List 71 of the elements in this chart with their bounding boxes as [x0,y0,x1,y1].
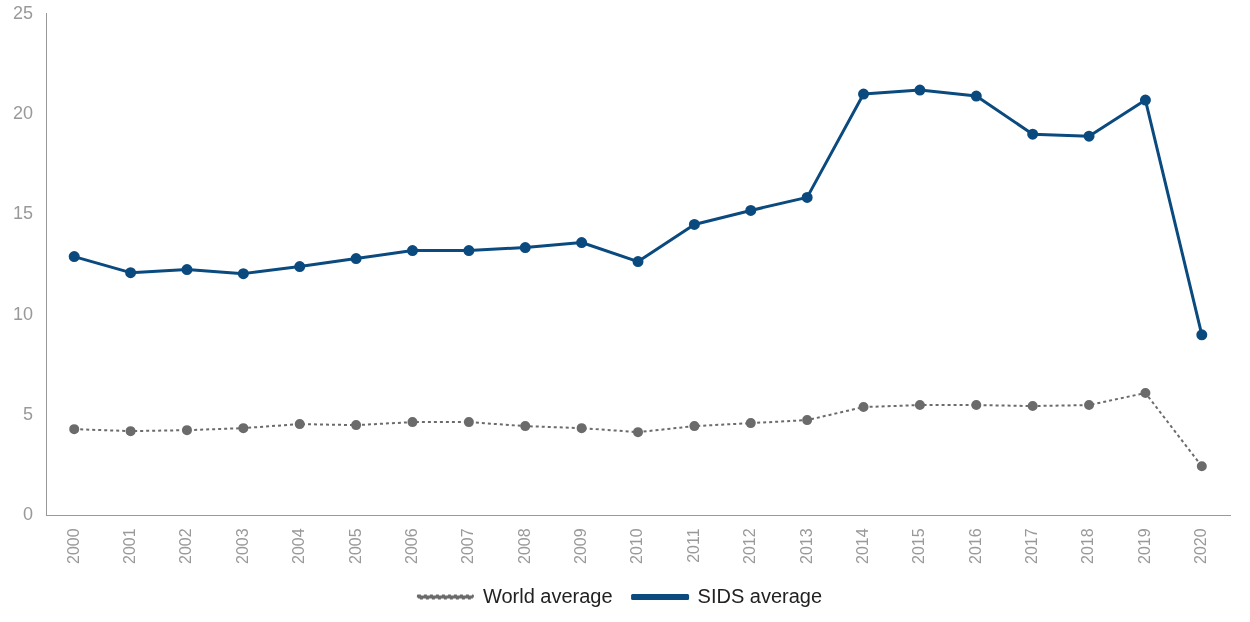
x-tick-label: 2005 [346,528,364,564]
point [801,191,813,203]
point [125,267,137,279]
x-tick-label: 2008 [515,528,533,564]
y-tick-label: 5 [23,404,34,425]
point [350,253,362,265]
point [238,423,249,434]
point [520,421,531,432]
point [914,84,926,96]
point [632,256,644,268]
x-tick-label: 2010 [628,528,646,564]
point [914,400,925,411]
point [237,268,249,280]
point [745,418,756,429]
x-tick-label: 2001 [121,528,138,564]
point [1083,130,1095,142]
legend-label: SIDS average [697,584,823,607]
point [970,90,982,102]
point [1196,329,1208,341]
y-tick-label: 20 [12,103,34,124]
point [463,417,474,428]
x-tick-label: 2007 [459,528,477,564]
x-tick-label: 2016 [966,528,984,564]
y-tick-label: 0 [23,504,34,525]
point [1084,400,1095,411]
point [858,402,869,413]
point [181,425,192,436]
x-tick-label: 2019 [1135,528,1153,564]
point [971,400,982,411]
x-tick-label: 2009 [572,528,590,564]
point [125,426,136,437]
y-tick-label: 10 [12,303,34,324]
x-tick-label: 2006 [402,528,420,564]
point [406,245,418,257]
x-tick-label: 2012 [741,528,759,564]
x-tick-label: 2018 [1079,528,1097,564]
point [294,419,305,430]
point [407,417,418,428]
x-tick-label: 2013 [797,528,815,564]
x-tick-label: 2015 [910,528,928,564]
point [181,264,193,276]
point [858,88,870,100]
point [1027,401,1038,412]
point [633,427,644,438]
point [689,421,700,432]
point [463,245,475,257]
y-tick-label: 25 [12,2,34,23]
point [1139,94,1151,106]
point [802,415,813,426]
legend-label: World average [482,584,613,607]
y-tick-label: 15 [12,203,34,224]
x-tick-label: 2017 [1023,528,1041,564]
x-tick-label: 2020 [1192,528,1210,564]
point [745,204,757,216]
point [1196,461,1207,472]
point [1027,128,1039,140]
x-tick-label: 2004 [290,528,308,564]
point [68,251,80,263]
x-tick-label: 2002 [177,528,195,564]
point [1140,388,1151,399]
point [351,420,362,431]
x-tick-label: 2014 [853,528,871,564]
point [576,423,587,434]
point [294,261,306,273]
x-tick-label: 2000 [64,528,82,564]
point [519,242,531,254]
point [688,218,700,230]
x-tick-label: 2003 [233,528,251,564]
point [69,424,80,435]
point [576,237,588,249]
x-tick-label: 2011 [684,528,702,563]
